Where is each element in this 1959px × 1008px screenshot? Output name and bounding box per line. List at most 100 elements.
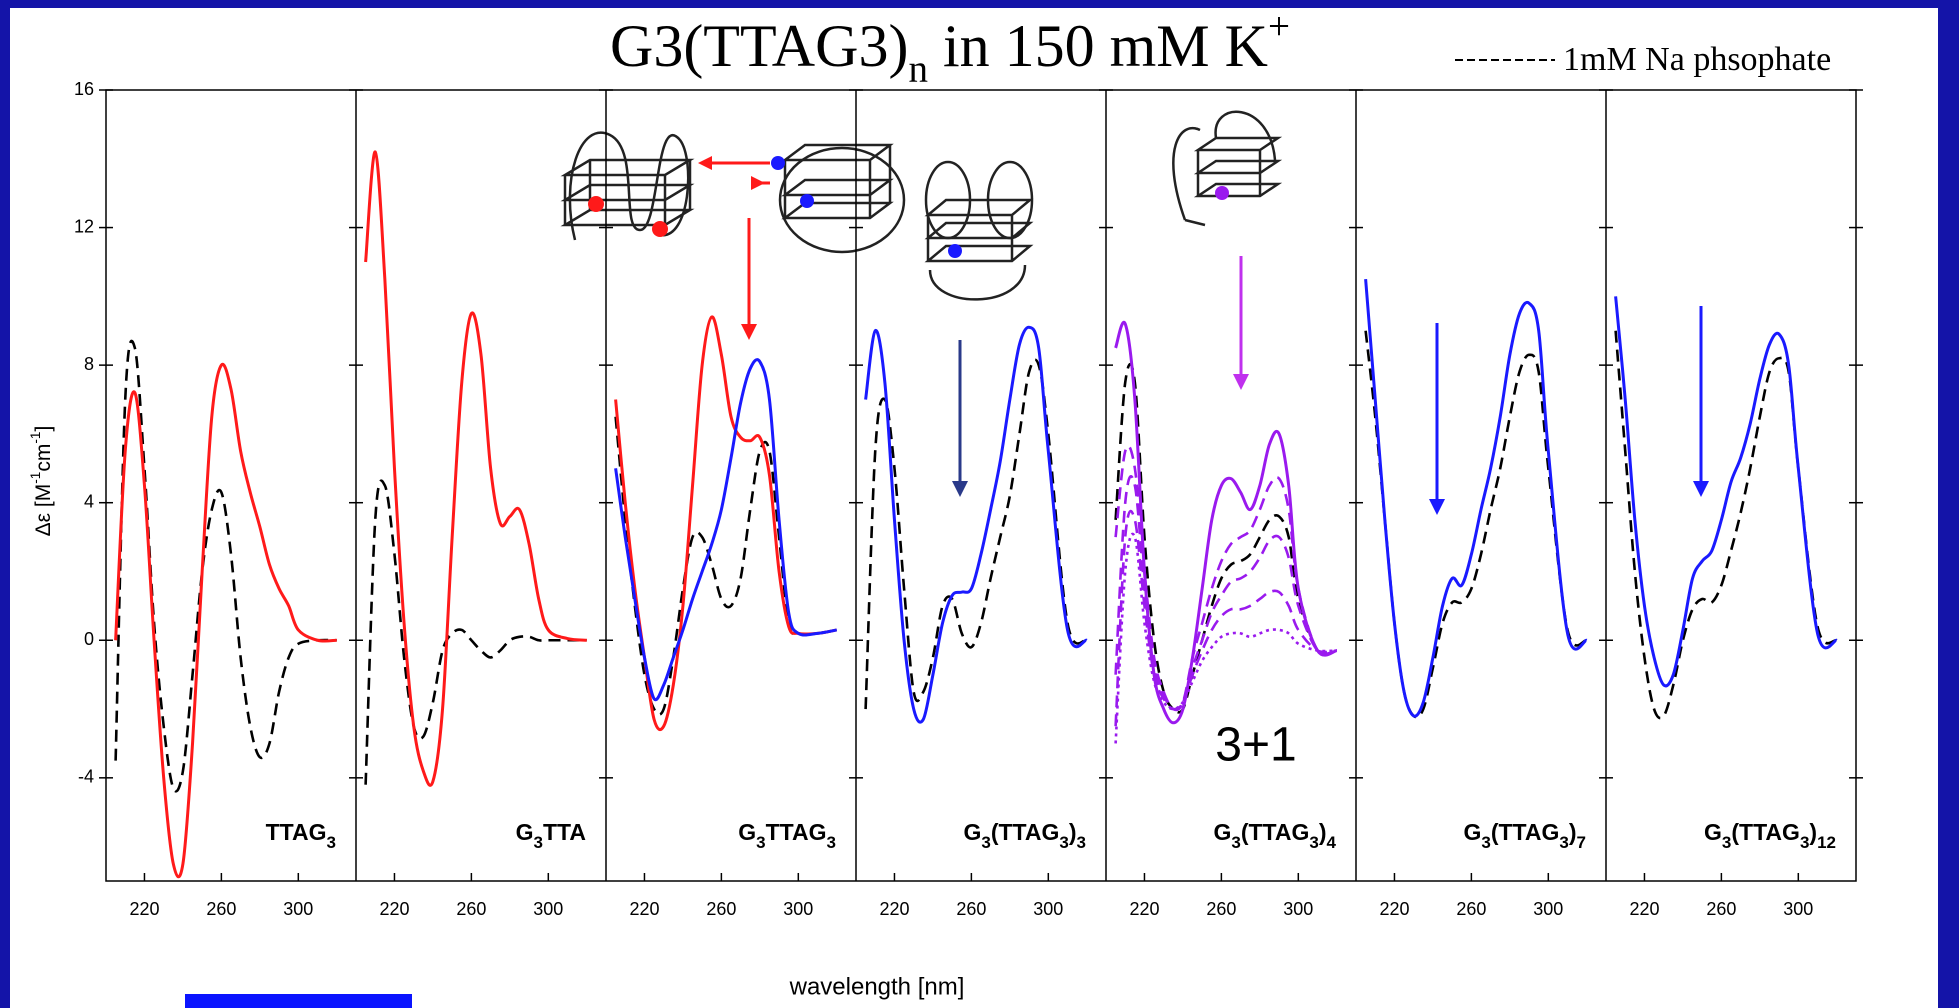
x-tick-label: 300: [1283, 899, 1313, 919]
y-tick-label: 8: [84, 354, 94, 374]
schematic-hybrid: [771, 143, 906, 254]
schematic-antiparallel: [560, 131, 695, 241]
text-part: G3(TTAG3): [610, 13, 908, 79]
text-part: 3: [1059, 833, 1068, 852]
text-part: 3: [1722, 833, 1731, 852]
topology-schematics: [560, 110, 1283, 301]
text-part: 3: [1309, 833, 1318, 852]
x-tick-label: 220: [1129, 899, 1159, 919]
text-part: 4: [1327, 833, 1337, 852]
text-part: TTAG: [266, 819, 327, 845]
text-part: 3: [981, 833, 990, 852]
text-part: -1: [28, 432, 43, 444]
data-line: [614, 358, 838, 702]
text-part: +: [1268, 5, 1290, 48]
text-part: G: [963, 819, 981, 845]
data-line: [1114, 444, 1338, 712]
text-part: 7: [1577, 833, 1586, 852]
annotation: 3+1: [1215, 719, 1296, 772]
data-line: [1114, 532, 1337, 744]
x-tick-label: 300: [533, 899, 563, 919]
plot-frame: [105, 89, 1857, 882]
schematic-basket: [924, 160, 1034, 301]
data-line: [1614, 296, 1839, 688]
text-part: 3: [827, 833, 836, 852]
x-tick-label: 260: [1706, 899, 1736, 919]
legend-label: 1mM Na phsophate: [1563, 41, 1831, 78]
plot-background: [10, 8, 1938, 1008]
panel-label: G3(TTAG3)12: [1704, 819, 1836, 852]
text-part: G: [1213, 819, 1231, 845]
panel-label: G3(TTAG3)7: [1463, 819, 1586, 852]
y-tick-label: -4: [78, 767, 94, 787]
x-tick-label: 300: [1783, 899, 1813, 919]
y-tick-label: 0: [84, 629, 94, 649]
text-part: (TTAG: [1491, 819, 1560, 845]
text-part: 3: [1077, 833, 1086, 852]
y-tick-label: 4: [84, 491, 94, 511]
schematic-3plus1: [1172, 110, 1283, 227]
text-part: (TTAG: [1731, 819, 1800, 845]
text-part: n: [908, 48, 928, 91]
text-part: G: [1704, 819, 1722, 845]
arrows: [698, 156, 1709, 515]
text-part: G: [1463, 819, 1481, 845]
x-tick-label: 220: [1629, 899, 1659, 919]
panel-label: G3TTA: [516, 819, 586, 852]
text-part: ): [1569, 819, 1577, 845]
x-tick-label: 220: [1379, 899, 1409, 919]
panel-label: TTAG3: [266, 819, 336, 852]
x-tick-label: 260: [706, 899, 736, 919]
y-tick-label: 16: [74, 79, 94, 99]
panel-label: G3(TTAG3)4: [1213, 819, 1336, 852]
data-line: [1114, 509, 1337, 727]
x-tick-label: 260: [206, 899, 236, 919]
x-tick-label: 300: [1033, 899, 1063, 919]
decor-bar: [185, 994, 412, 1008]
text-part: G: [516, 819, 534, 845]
y-axis-label: Δε [M-1cm-1]: [28, 426, 54, 537]
y-tick-label: 12: [74, 216, 94, 236]
panel-label: G3(TTAG3)3: [963, 819, 1086, 852]
x-tick-label: 220: [379, 899, 409, 919]
text-part: 3: [1800, 833, 1809, 852]
text-part: 3: [327, 833, 336, 852]
x-tick-label: 300: [283, 899, 313, 919]
panel-label: G3TTAG3: [738, 819, 836, 852]
data-line: [1114, 362, 1338, 714]
text-part: -1: [28, 472, 43, 484]
data-line: [864, 325, 1089, 724]
text-part: 12: [1817, 833, 1836, 852]
text-part: ): [1319, 819, 1327, 845]
text-part: Δε [M: [32, 484, 55, 537]
text-part: ): [1069, 819, 1077, 845]
text-part: 3: [756, 833, 765, 852]
x-tick-label: 260: [1206, 899, 1236, 919]
text-part: (TTAG: [991, 819, 1060, 845]
data-line: [364, 150, 587, 787]
text-part: ): [1809, 819, 1817, 845]
text-part: TTA: [543, 819, 586, 845]
x-tick-label: 300: [783, 899, 813, 919]
x-tick-label: 260: [956, 899, 986, 919]
x-tick-label: 220: [629, 899, 659, 919]
text-part: TTAG: [766, 819, 827, 845]
data-line: [114, 362, 337, 879]
x-tick-label: 220: [129, 899, 159, 919]
text-part: in 150 mM K: [928, 13, 1268, 79]
text-part: 3: [534, 833, 543, 852]
x-axis-label: wavelength [nm]: [789, 973, 965, 1000]
x-tick-label: 260: [456, 899, 486, 919]
text-part: G: [738, 819, 756, 845]
text-part: cm: [32, 444, 55, 472]
text-part: 3: [1231, 833, 1240, 852]
x-tick-label: 300: [1533, 899, 1563, 919]
text-part: ]: [32, 426, 55, 432]
text-part: (TTAG: [1241, 819, 1310, 845]
x-tick-label: 220: [879, 899, 909, 919]
data-line: [1364, 279, 1589, 718]
text-part: 3: [1481, 833, 1490, 852]
x-tick-label: 260: [1456, 899, 1486, 919]
